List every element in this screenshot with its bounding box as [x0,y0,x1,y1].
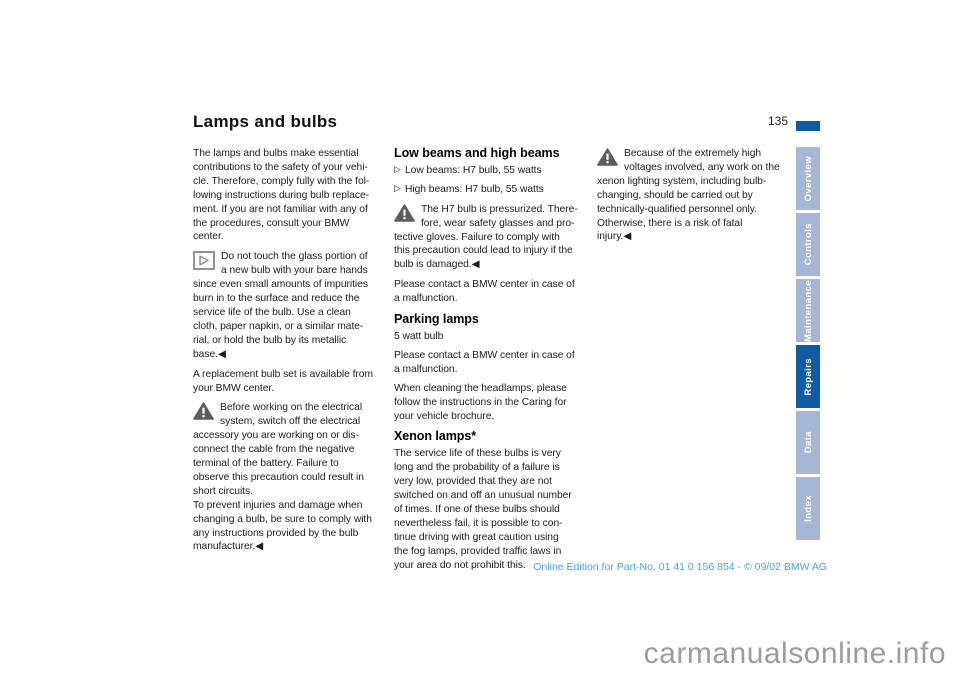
watermark: carmanualsonline.info [643,637,946,670]
contact-paragraph: Please contact a BMW center in case of a… [394,279,575,305]
bulb-note-text: Do not touch the glass portion of a new … [193,251,368,360]
bulb-note-paragraph: Do not touch the glass portion of a new … [193,250,393,361]
bullet-low-beams: ▷ Low beams: H7 bulb, 55 watts [394,164,594,178]
accent-bar [796,121,820,131]
column-right: Because of the extremely high voltages i… [597,147,797,249]
h7-warning-paragraph: The H7 bulb is pressurized. There- fore,… [394,203,594,273]
page-number: 135 [767,114,788,128]
sidebar-tab-data[interactable]: Data [796,411,820,474]
electrical-warning-paragraph: Before working on the electrical system,… [193,401,393,554]
triangle-bullet-icon: ▷ [394,164,401,175]
watt-paragraph: 5 watt bulb [394,330,444,342]
column-left: The lamps and bulbs make essential contr… [193,147,393,559]
tab-label: Data [802,431,814,454]
page-title: Lamps and bulbs [193,112,338,131]
section-tab-bar: Overview Controls Maintenance Repairs Da… [796,147,820,543]
heading-xenon-lamps: Xenon lamps* [394,429,477,444]
tab-label: Controls [802,223,814,266]
online-edition-footer: Online Edition for Part-No. 01 41 0 156 … [533,561,827,573]
warning-triangle-icon [193,402,214,425]
column-middle: Low beams and high beams ▷ Low beams: H7 … [394,146,594,577]
heading-low-high-beams: Low beams and high beams [394,146,560,160]
intro-paragraph: The lamps and bulbs make essential contr… [193,148,370,243]
bullet-high-beams: ▷ High beams: H7 bulb, 55 watts [394,183,594,197]
tab-label: Repairs [802,357,814,396]
sidebar-tab-index[interactable]: Index [796,477,820,540]
xenon-warning-text: Because of the extremely high voltages i… [597,148,780,243]
sidebar-tab-controls[interactable]: Controls [796,213,820,276]
tab-label: Maintenance [802,279,814,342]
warning-triangle-icon [394,203,415,227]
sidebar-tab-repairs[interactable]: Repairs [796,345,820,408]
triangle-bullet-icon: ▷ [394,183,401,194]
tab-label: Index [802,495,814,522]
electrical-warning-text: Before working on the electrical system,… [193,402,372,553]
xenon-paragraph: The service life of these bulbs is very … [394,448,572,571]
h7-warning-text: The H7 bulb is pressurized. There- fore,… [394,203,578,271]
heading-parking-lamps: Parking lamps [394,312,479,327]
tab-label: Overview [802,155,814,202]
sidebar-tab-maintenance[interactable]: Maintenance [796,279,820,342]
replacement-paragraph: A replacement bulb set is available from… [193,368,374,394]
cleaning-paragraph: When cleaning the headlamps, please foll… [394,382,567,422]
bullet-low-beams-text: Low beams: H7 bulb, 55 watts [405,164,542,176]
contact-paragraph: Please contact a BMW center in case of a… [394,349,575,375]
sidebar-tab-overview[interactable]: Overview [796,147,820,210]
bullet-high-beams-text: High beams: H7 bulb, 55 watts [405,183,544,195]
warning-triangle-icon [597,148,618,171]
xenon-warning-paragraph: Because of the extremely high voltages i… [597,147,797,244]
bulb-note-icon [193,251,215,275]
